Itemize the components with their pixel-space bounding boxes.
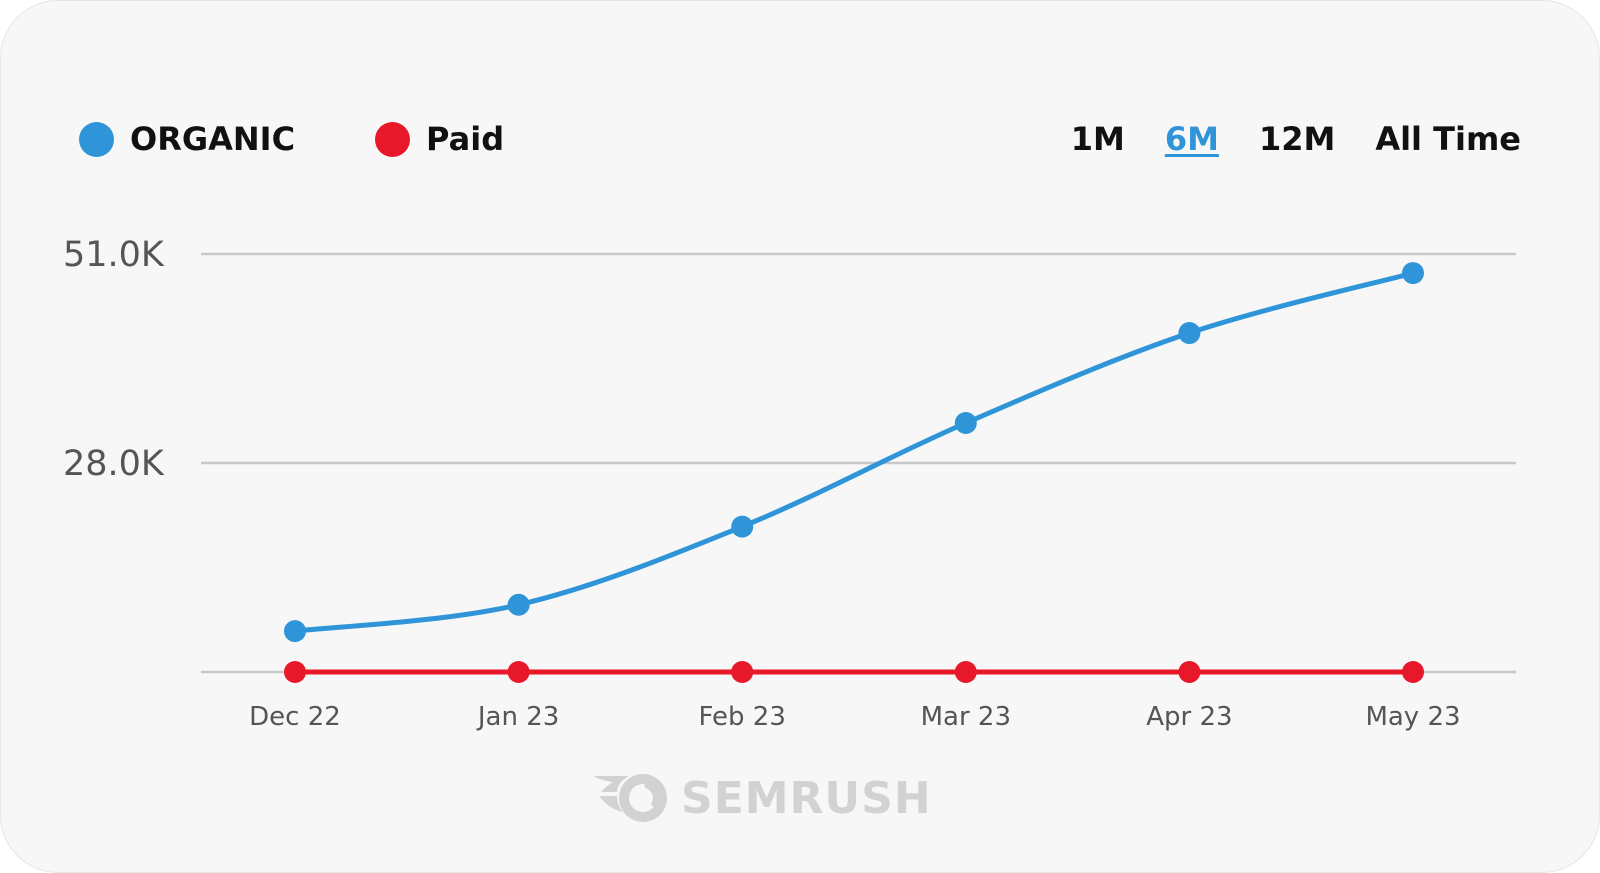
legend-item-paid[interactable]: Paid — [375, 120, 504, 158]
data-point-paid — [1402, 661, 1424, 683]
x-tick-label: Mar 23 — [921, 702, 1011, 732]
data-point-organic — [731, 515, 754, 538]
data-point-organic — [507, 593, 530, 616]
legend-marker-paid — [375, 121, 411, 157]
data-point-paid — [731, 661, 754, 683]
range-button-6m[interactable]: 6M — [1164, 120, 1219, 158]
x-tick-label: May 23 — [1365, 702, 1460, 732]
legend-label-paid: Paid — [426, 120, 505, 158]
legend-marker-organic — [79, 121, 114, 157]
x-tick-label: Dec 22 — [249, 702, 341, 732]
data-point-paid — [954, 661, 977, 683]
legend-label-organic: ORGANIC — [130, 120, 296, 158]
data-point-organic — [1402, 262, 1424, 285]
data-point-paid — [507, 661, 530, 683]
series-line-organic — [292, 270, 1416, 634]
x-tick-label: Apr 23 — [1146, 702, 1232, 732]
brand-watermark: SEMRUSH — [591, 772, 932, 824]
chart-legend: ORGANIC Paid — [79, 117, 584, 161]
data-point-organic — [1178, 322, 1201, 345]
time-range-selector: 1M 6M 12M All Time — [1031, 117, 1521, 161]
range-button-1m[interactable]: 1M — [1070, 120, 1125, 158]
semrush-fireball-logo-icon — [593, 774, 667, 822]
y-tick-label: 51.0K — [63, 235, 165, 275]
x-tick-label: Feb 23 — [699, 702, 786, 732]
y-tick-label: 28.0K — [63, 444, 165, 484]
x-tick-label: Jan 23 — [476, 702, 559, 732]
data-point-organic — [954, 412, 977, 435]
data-point-organic — [284, 620, 306, 643]
range-button-all-time[interactable]: All Time — [1375, 120, 1521, 158]
data-point-paid — [284, 661, 306, 683]
range-button-12m[interactable]: 12M — [1258, 120, 1336, 158]
data-point-paid — [1178, 661, 1201, 683]
brand-name: SEMRUSH — [681, 772, 932, 824]
legend-item-organic[interactable]: ORGANIC — [79, 120, 295, 158]
